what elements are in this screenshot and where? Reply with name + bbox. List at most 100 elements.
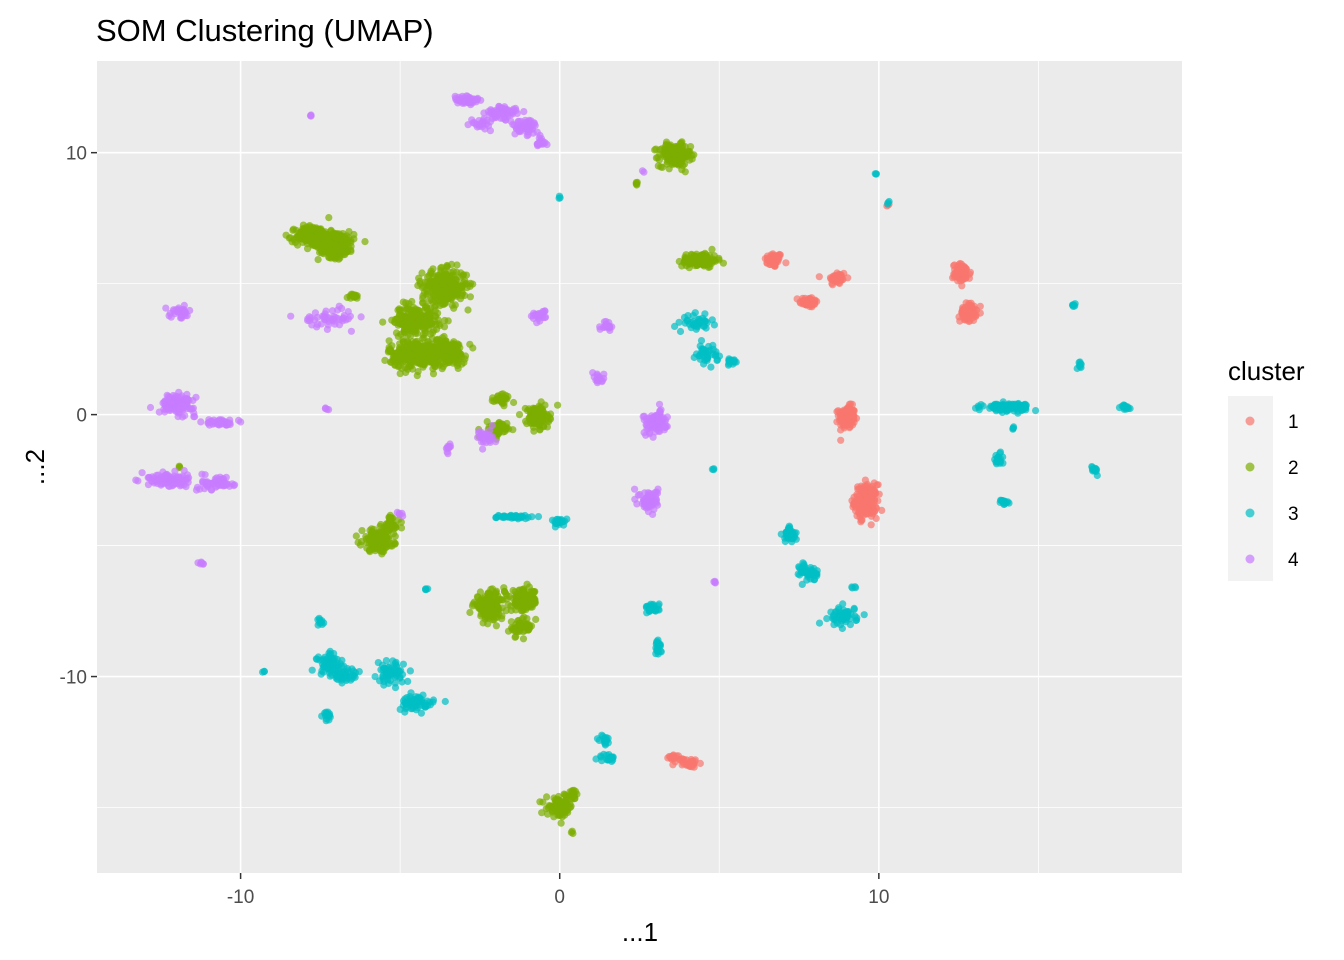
data-point bbox=[485, 111, 493, 119]
data-point bbox=[183, 395, 191, 403]
data-point bbox=[331, 313, 339, 321]
data-point bbox=[507, 117, 515, 125]
data-point bbox=[395, 510, 403, 519]
data-point bbox=[331, 654, 339, 662]
data-point bbox=[697, 337, 706, 345]
data-point bbox=[164, 392, 172, 400]
data-point bbox=[180, 467, 188, 475]
data-point bbox=[341, 671, 349, 680]
data-points bbox=[132, 92, 1134, 838]
data-point bbox=[414, 693, 422, 701]
data-point bbox=[793, 295, 801, 303]
data-point bbox=[382, 657, 390, 665]
data-point bbox=[216, 481, 224, 489]
data-point bbox=[561, 517, 569, 525]
data-point bbox=[316, 232, 324, 240]
data-point bbox=[432, 312, 440, 320]
data-point bbox=[453, 348, 461, 356]
data-point bbox=[649, 421, 657, 430]
data-point bbox=[520, 108, 528, 116]
data-point bbox=[959, 311, 967, 319]
data-point bbox=[696, 318, 704, 326]
data-point bbox=[541, 313, 550, 321]
data-point bbox=[531, 408, 540, 416]
data-point bbox=[885, 197, 893, 206]
data-point bbox=[536, 798, 544, 806]
x-tick-label: 10 bbox=[868, 887, 889, 908]
data-point bbox=[404, 303, 412, 311]
data-point bbox=[457, 269, 465, 277]
data-point bbox=[463, 280, 471, 288]
legend-key-4 bbox=[1245, 554, 1255, 564]
data-point bbox=[523, 132, 531, 140]
series-1 bbox=[664, 200, 984, 771]
data-point bbox=[634, 491, 643, 499]
data-point bbox=[392, 658, 400, 666]
data-point bbox=[178, 399, 186, 407]
data-point bbox=[172, 306, 180, 314]
data-point bbox=[433, 283, 441, 291]
data-point bbox=[533, 140, 541, 148]
data-point bbox=[707, 363, 715, 371]
data-point bbox=[605, 754, 614, 762]
legend-key-1 bbox=[1245, 416, 1255, 426]
data-point bbox=[138, 469, 146, 477]
data-point bbox=[658, 415, 666, 423]
data-point bbox=[491, 613, 500, 621]
data-point bbox=[402, 703, 410, 711]
data-point bbox=[1008, 400, 1017, 408]
data-point bbox=[412, 350, 420, 358]
data-point bbox=[317, 320, 326, 328]
data-point bbox=[1009, 425, 1017, 433]
data-point bbox=[385, 337, 393, 345]
data-point bbox=[595, 736, 603, 745]
data-point bbox=[441, 697, 449, 706]
data-point bbox=[182, 477, 190, 485]
data-point bbox=[473, 95, 481, 103]
data-point bbox=[387, 669, 395, 677]
data-point bbox=[662, 423, 670, 431]
data-point bbox=[488, 421, 496, 430]
data-point bbox=[711, 578, 719, 587]
data-point bbox=[991, 401, 999, 409]
legend-label-4: 4 bbox=[1288, 550, 1299, 571]
data-point bbox=[964, 301, 973, 309]
data-point bbox=[439, 354, 447, 362]
data-point bbox=[523, 615, 531, 623]
data-point bbox=[396, 705, 404, 714]
data-point bbox=[853, 490, 861, 499]
y-tick-label: 10 bbox=[66, 144, 87, 165]
data-point bbox=[556, 194, 564, 202]
data-point bbox=[654, 602, 662, 610]
data-point bbox=[600, 750, 608, 759]
data-point bbox=[492, 438, 500, 446]
data-point bbox=[396, 370, 404, 378]
data-point bbox=[810, 569, 818, 577]
data-point bbox=[440, 289, 448, 297]
data-point bbox=[486, 127, 494, 135]
data-point bbox=[447, 295, 455, 303]
data-point bbox=[872, 514, 880, 523]
data-point bbox=[431, 362, 439, 370]
data-point bbox=[407, 358, 415, 367]
data-point bbox=[413, 372, 421, 380]
data-point bbox=[532, 615, 540, 624]
data-point bbox=[495, 418, 503, 427]
minor-gridlines bbox=[97, 61, 1182, 873]
data-point bbox=[676, 327, 685, 336]
data-point bbox=[830, 621, 838, 629]
data-point bbox=[358, 527, 366, 535]
data-point bbox=[525, 602, 533, 610]
data-point bbox=[647, 501, 656, 509]
data-point bbox=[509, 398, 518, 407]
y-tick-label: 0 bbox=[76, 406, 87, 427]
data-point bbox=[719, 259, 728, 267]
data-point bbox=[162, 304, 170, 312]
data-point bbox=[317, 670, 325, 678]
data-point bbox=[564, 808, 572, 817]
data-point bbox=[639, 412, 647, 421]
data-point bbox=[406, 332, 414, 340]
data-point bbox=[849, 503, 857, 511]
data-point bbox=[950, 262, 958, 270]
